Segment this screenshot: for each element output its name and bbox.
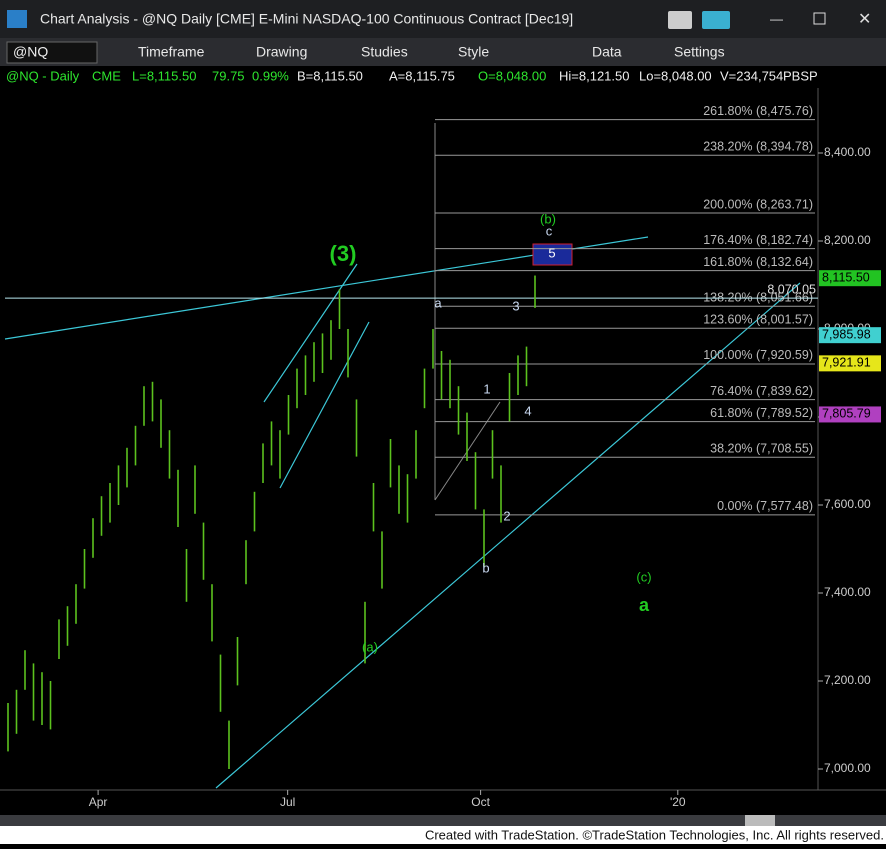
footer-bar <box>0 826 886 844</box>
fib-label: 38.20% (7,708.55) <box>710 442 813 456</box>
price-tag <box>819 406 881 423</box>
y-tick-label: 7,600.00 <box>824 497 871 511</box>
fib-label: 138.20% (8,051.66) <box>703 291 813 305</box>
toolbar-item[interactable]: Drawing <box>256 44 307 60</box>
target-box <box>532 243 573 266</box>
scrollbar[interactable] <box>0 815 886 826</box>
toolbar-item[interactable]: Style <box>458 44 489 60</box>
fib-label: 176.40% (8,182.74) <box>703 233 813 247</box>
trend-line <box>263 263 358 403</box>
toolbar-item[interactable]: Data <box>592 44 622 60</box>
wave-label: 1 <box>483 381 490 396</box>
trend-line <box>279 321 370 489</box>
fib-label: 161.80% (8,132.64) <box>703 255 813 269</box>
fib-label: 200.00% (8,263.71) <box>703 197 813 211</box>
i-button[interactable] <box>702 11 730 29</box>
price-tag <box>819 355 881 372</box>
price-tag-label: 8,115.50 <box>822 270 870 284</box>
footer: Created with TradeStation. ©TradeStation… <box>425 827 884 842</box>
quote-field: L=8,115.50 <box>132 68 196 83</box>
toolbar-item[interactable]: Studies <box>361 44 408 60</box>
x-tick-label: Apr <box>89 795 108 809</box>
fib-label: 0.00% (7,577.48) <box>717 499 813 513</box>
wave-label: 4 <box>524 403 531 418</box>
trend-line <box>215 282 801 789</box>
symbol-box[interactable] <box>6 41 98 64</box>
quote-field: Hi=8,121.50 <box>559 68 629 83</box>
toolbar-item[interactable]: Timeframe <box>138 44 205 60</box>
fib-label: 61.80% (7,789.52) <box>710 406 813 420</box>
wave-label: a <box>639 595 650 615</box>
symbol: @NQ <box>13 44 48 60</box>
y-tick-label: 7,000.00 <box>824 761 871 775</box>
quote-bar <box>0 66 886 88</box>
quote-field: 0.99% <box>252 68 289 83</box>
toolbar <box>0 38 886 66</box>
app-icon <box>7 10 27 28</box>
scroll-thumb[interactable] <box>745 815 775 826</box>
quote-field: B=8,115.50 <box>297 68 363 83</box>
price-tag <box>819 270 881 287</box>
wave-label: 5 <box>548 245 555 260</box>
minimize[interactable]: — <box>770 11 783 26</box>
price-tag-label: 7,921.91 <box>822 356 871 370</box>
quote-field: 79.75 <box>212 68 245 83</box>
fib-label: 261.80% (8,475.76) <box>703 104 813 118</box>
y-tick-label: 8,200.00 <box>824 233 871 247</box>
fib-label: 76.40% (7,839.62) <box>710 384 813 398</box>
quote-field: CME <box>92 68 121 83</box>
x-tick-label: '20 <box>670 795 686 809</box>
wave-label: (a) <box>362 639 378 654</box>
y-tick-label: 8,400.00 <box>824 145 871 159</box>
y-tick-label: 7,200.00 <box>824 673 871 687</box>
quote-field: V=234,754 <box>720 68 783 83</box>
quote-field: PBSP <box>783 68 818 83</box>
title-bar <box>0 0 886 38</box>
x-tick-label: Jul <box>280 795 295 809</box>
fib-label: 100.00% (7,920.59) <box>703 348 813 362</box>
wave-label: b <box>482 560 489 575</box>
wave-label: a <box>434 295 442 310</box>
s-button[interactable] <box>668 11 692 29</box>
quote-field: O=8,048.00 <box>478 68 546 83</box>
close[interactable]: ✕ <box>858 11 871 28</box>
price-tag <box>819 327 881 344</box>
wave-label: 2 <box>503 508 510 523</box>
quote-field: Lo=8,048.00 <box>639 68 712 83</box>
wave-label: (3) <box>330 241 357 266</box>
y-tick-label: 7,400.00 <box>824 585 871 599</box>
wave-label: (c) <box>636 569 651 584</box>
quote-field: A=8,115.75 <box>389 68 455 83</box>
wave-label: (b) <box>540 211 556 226</box>
fib-label: 123.60% (8,001.57) <box>703 313 813 327</box>
window-title: Chart Analysis - @NQ Daily [CME] E-Mini … <box>40 11 573 27</box>
wave-label: c <box>546 223 553 238</box>
fib-label: 238.20% (8,394.78) <box>703 140 813 154</box>
price-axis <box>818 88 886 790</box>
quote-field: @NQ - Daily <box>6 68 80 83</box>
wave-label: 3 <box>512 298 519 313</box>
price-tag-label: 7,985.98 <box>822 327 871 341</box>
price-tag-label: 7,805.79 <box>822 407 871 421</box>
price-line-label: 8,070.05 <box>767 282 816 296</box>
x-tick-label: Oct <box>471 795 490 809</box>
maximize[interactable] <box>813 12 826 25</box>
toolbar-item[interactable]: Settings <box>674 44 725 60</box>
